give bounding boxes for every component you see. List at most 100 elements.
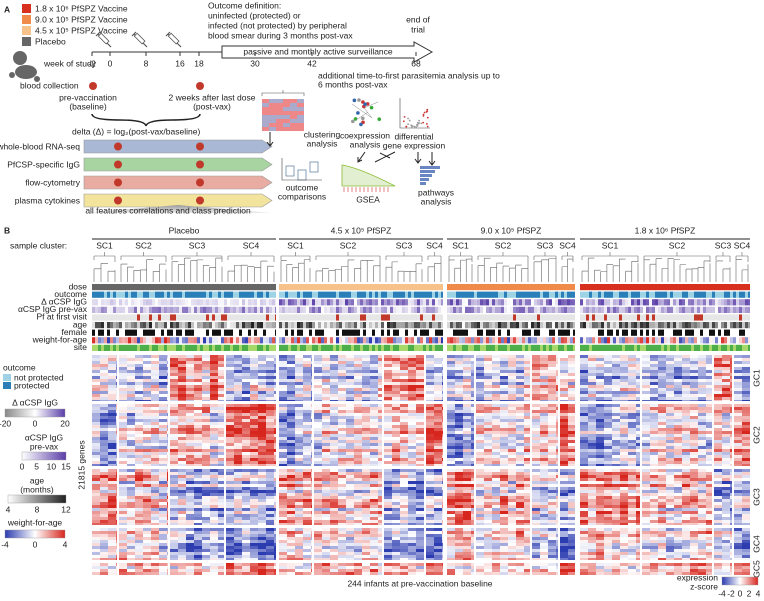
track-cell — [218, 329, 221, 336]
track-cell — [257, 299, 260, 306]
heat-cell — [100, 382, 108, 385]
heat-cell — [392, 437, 400, 440]
heat-cell — [159, 404, 167, 407]
heat-cell — [580, 446, 588, 449]
heat-cell — [100, 391, 108, 394]
heat-cell — [604, 361, 612, 364]
heat-cell — [508, 458, 516, 461]
track-cell — [375, 314, 378, 321]
track-cell — [640, 306, 643, 313]
heat-cell — [524, 400, 530, 401]
track-cell — [685, 329, 688, 336]
heat-cell — [250, 464, 258, 466]
track-cell — [209, 306, 212, 313]
track-cell — [420, 299, 423, 306]
heat-cell — [167, 394, 168, 397]
track-cell — [185, 291, 188, 298]
track-cell — [119, 322, 122, 329]
heat-cell — [580, 422, 588, 425]
heat-cell — [556, 373, 558, 376]
track-cell — [661, 306, 664, 313]
volcano-point — [422, 113, 425, 116]
track-cell — [619, 284, 622, 291]
track-cell — [495, 284, 498, 291]
heat-cell — [108, 361, 116, 364]
heat-cell — [650, 391, 658, 394]
track-cell — [685, 344, 688, 351]
heat-cell — [226, 364, 234, 367]
heat-cell — [167, 452, 168, 455]
heat-cell — [194, 355, 202, 358]
heat-cell — [338, 397, 346, 400]
heat-cell — [178, 367, 186, 370]
heat-cell — [108, 428, 116, 431]
heat-cell — [159, 410, 167, 413]
assay-arrow — [83, 175, 273, 190]
heat-cell — [362, 431, 370, 434]
heat-cell — [330, 410, 338, 413]
track-cell — [489, 344, 492, 351]
heat-cell — [338, 394, 346, 397]
heat-cell — [455, 358, 463, 361]
heat-cell — [354, 394, 362, 397]
heat-cell — [730, 382, 732, 385]
heat-cell — [392, 394, 400, 397]
track-cell — [558, 344, 561, 351]
heat-cell — [92, 364, 100, 367]
heat-cell — [226, 373, 234, 376]
heat-cell — [524, 449, 530, 452]
heat-cell — [210, 452, 218, 455]
track-cell — [254, 314, 257, 321]
heat-cell — [210, 440, 218, 443]
heat-cell — [516, 388, 524, 391]
track-cell — [285, 291, 288, 298]
heat-cell — [484, 437, 492, 440]
heat-cell — [484, 422, 492, 425]
heat-cell — [311, 370, 312, 373]
track-cell — [137, 306, 140, 313]
track-cell — [269, 344, 272, 351]
heat-cell — [516, 449, 524, 452]
track-cell — [218, 344, 221, 351]
track-cell — [381, 344, 384, 351]
heat-cell — [508, 422, 516, 425]
track-cell — [465, 337, 468, 344]
heat-cell — [524, 464, 530, 466]
track-cell — [682, 329, 685, 336]
heat-cell — [392, 461, 400, 464]
heat-cell — [295, 373, 303, 376]
heat-cell — [516, 400, 524, 401]
track-cell — [137, 314, 140, 321]
heat-cell — [311, 373, 312, 376]
track-cell — [339, 306, 342, 313]
heat-cell — [287, 358, 295, 361]
heat-cell — [714, 355, 722, 358]
heat-cell — [408, 382, 416, 385]
heat-cell — [508, 416, 516, 419]
heat-cell — [540, 361, 548, 364]
heat-cell — [400, 391, 408, 394]
track-cell — [667, 337, 670, 344]
track-cell — [354, 329, 357, 336]
track-cell — [634, 306, 637, 313]
track-cell — [384, 299, 387, 306]
heat-cell — [426, 397, 434, 400]
track-cell — [312, 306, 315, 313]
heat-cell — [279, 404, 287, 407]
heat-cell — [108, 449, 116, 452]
track-cell — [203, 322, 206, 329]
track-cell — [462, 329, 465, 336]
track-cell — [143, 306, 146, 313]
heat-cell — [416, 400, 424, 401]
heat-cell — [400, 410, 408, 413]
track-cell — [616, 344, 619, 351]
heat-cell — [311, 404, 312, 407]
track-cell — [294, 299, 297, 306]
heat-cell — [463, 410, 471, 413]
heat-cell — [734, 391, 742, 394]
heat-cell — [568, 385, 575, 388]
heat-cell — [370, 422, 378, 425]
heat-cell — [416, 434, 424, 437]
heat-cell — [596, 358, 604, 361]
heat-cell — [311, 391, 312, 394]
